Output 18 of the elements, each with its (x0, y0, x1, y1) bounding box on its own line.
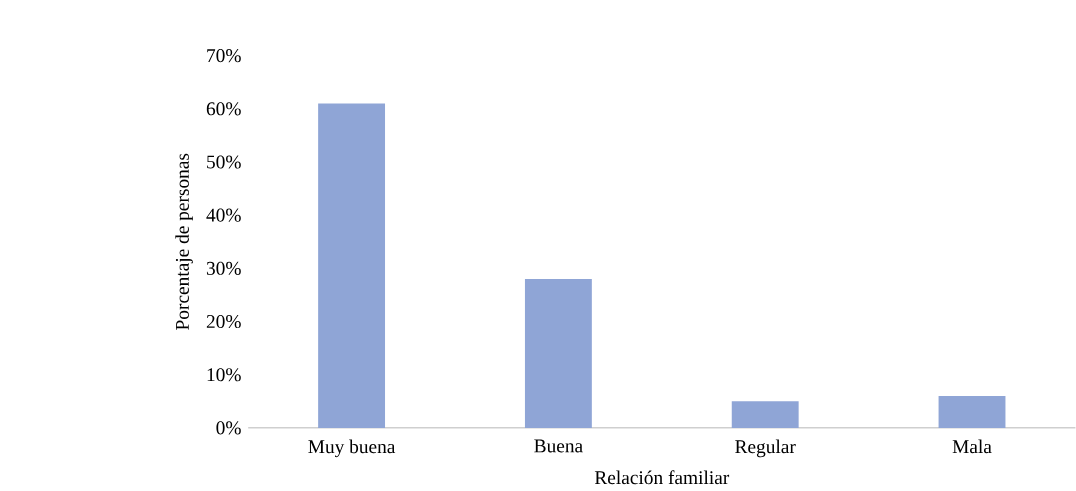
y-tick-label: 0% (216, 421, 241, 435)
x-tick-label: Mala (952, 439, 992, 454)
bar (524, 279, 592, 429)
y-tick-label: 70% (207, 49, 241, 63)
y-tick-label: 60% (206, 102, 241, 116)
bar (938, 396, 1006, 429)
x-tick-label: Regular (735, 439, 796, 458)
x-tick-label: Muy buena (308, 439, 396, 458)
y-tick-label: 10% (207, 368, 241, 382)
y-tick-label: 40% (206, 208, 241, 222)
y-tick-label: 30% (206, 261, 241, 276)
y-tick-label: 50% (207, 155, 241, 169)
y-axis-title: Porcentaje de personas (175, 153, 193, 331)
x-axis-title: Relación familiar (594, 470, 730, 485)
bar (318, 103, 386, 429)
x-tick-label: Buena (534, 439, 583, 453)
y-tick-label: 20% (206, 315, 241, 329)
bar (731, 401, 799, 429)
